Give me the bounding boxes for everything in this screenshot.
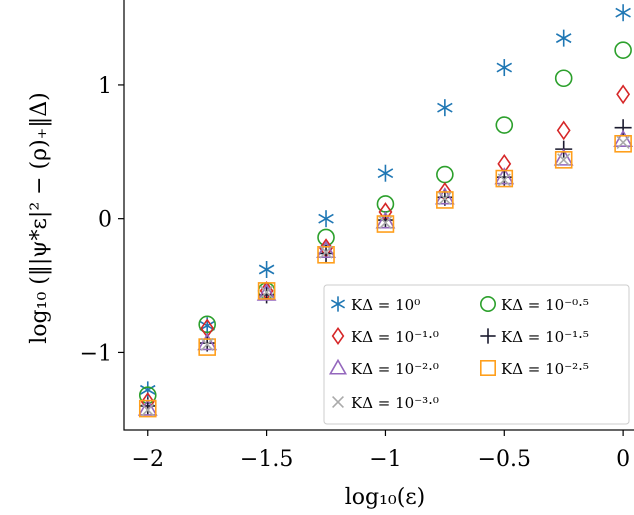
data-point	[437, 99, 453, 117]
data-point	[375, 211, 396, 229]
data-points	[137, 4, 633, 418]
data-point	[555, 29, 572, 47]
data-point	[616, 84, 631, 105]
x-tick-label: −1	[369, 447, 401, 472]
series-6	[138, 134, 632, 418]
data-point	[141, 403, 155, 417]
data-point	[198, 338, 216, 356]
y-axis-title: log₁₀ (‖|ψ*ε|² − (ρ)₊‖Δ)	[27, 92, 52, 343]
data-point	[495, 169, 514, 188]
data-point	[378, 216, 393, 230]
legend-marker	[479, 295, 496, 312]
data-point	[497, 173, 511, 187]
x-tick-label: 0	[616, 447, 630, 472]
data-point	[554, 69, 573, 88]
data-point	[256, 283, 277, 301]
x-tick-label: −0.5	[478, 447, 531, 472]
legend-label: KΔ = 10⁻⁰·⁵	[501, 296, 589, 314]
data-point	[197, 332, 218, 351]
data-point	[200, 337, 214, 351]
data-point	[376, 215, 395, 233]
data-point	[258, 261, 275, 279]
data-point	[257, 282, 276, 300]
data-point	[614, 41, 632, 59]
x-axis: −2 −1.5 −1 −0.5 0	[132, 430, 630, 472]
legend-marker	[330, 296, 346, 312]
data-point	[557, 153, 571, 167]
y-tick-label: 1	[98, 74, 112, 99]
data-point	[553, 148, 574, 166]
data-point	[137, 398, 158, 416]
data-point	[434, 187, 455, 205]
x-axis-title: log₁₀(ε)	[345, 485, 426, 510]
data-point	[496, 59, 513, 77]
data-point	[377, 164, 394, 182]
legend-marker	[480, 328, 496, 344]
data-point	[138, 399, 157, 418]
x-tick-label: −2	[132, 447, 164, 472]
x-tick-label: −1.5	[240, 447, 293, 472]
legend-marker	[332, 396, 344, 408]
data-point	[495, 116, 514, 134]
y-axis: −1 0 1	[80, 74, 124, 366]
data-point	[436, 165, 454, 184]
legend-label: KΔ = 10⁻²·⁵	[501, 360, 589, 378]
legend-marker	[331, 326, 345, 346]
legend-label: KΔ = 10⁰	[351, 296, 420, 314]
data-point	[317, 245, 335, 264]
data-point	[198, 315, 216, 334]
data-point	[140, 381, 156, 399]
y-tick-label: −1	[80, 341, 112, 366]
data-point	[616, 135, 630, 150]
legend-marker	[328, 358, 348, 375]
plot-frame	[123, 0, 634, 431]
data-point	[319, 245, 333, 259]
y-tick-label: 0	[98, 208, 112, 233]
legend-label: KΔ = 10⁻¹·⁵	[501, 328, 589, 346]
data-point	[318, 210, 334, 228]
data-point	[614, 119, 632, 137]
series-7	[141, 135, 630, 417]
legend-marker	[479, 359, 496, 376]
data-point	[554, 151, 573, 169]
data-point	[614, 134, 632, 153]
data-point	[615, 4, 631, 22]
legend-label: KΔ = 10⁻³·⁰	[351, 394, 439, 412]
legend: KΔ = 10⁰ KΔ = 10⁻⁰·⁵ KΔ = 10⁻¹·⁰ KΔ = 10⁻¹·…	[323, 284, 630, 425]
data-point	[556, 120, 571, 141]
data-point	[260, 285, 274, 299]
data-point	[438, 192, 452, 206]
data-point	[316, 240, 336, 258]
legend-label: KΔ = 10⁻²·⁰	[351, 360, 439, 378]
legend-label: KΔ = 10⁻¹·⁰	[351, 328, 439, 346]
data-point	[436, 191, 454, 209]
legend-box	[323, 284, 630, 425]
